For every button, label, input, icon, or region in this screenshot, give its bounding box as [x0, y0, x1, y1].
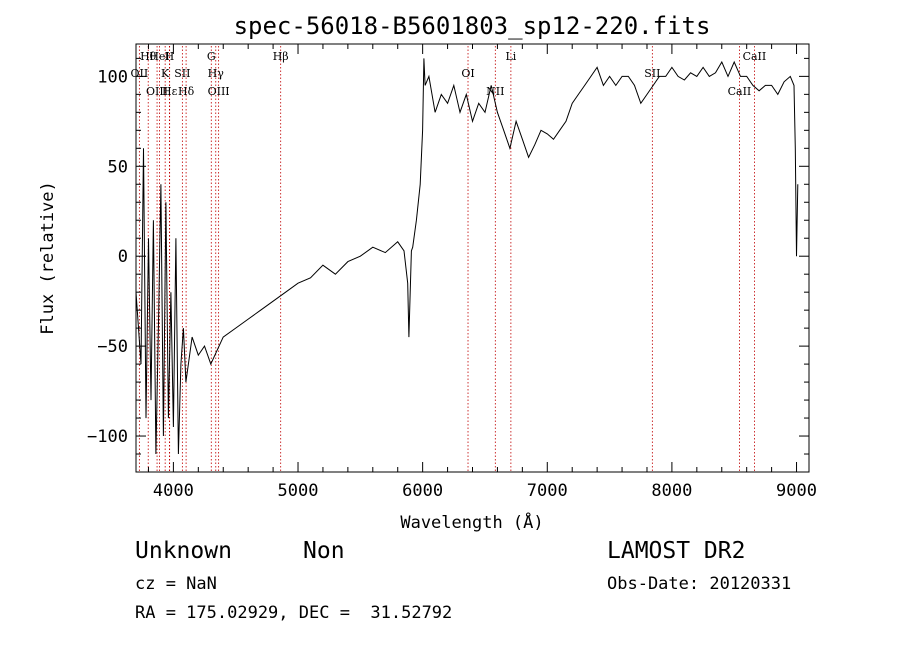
- survey-name: LAMOST DR2: [607, 538, 746, 564]
- spectral-line-label: Hβ: [273, 50, 289, 63]
- x-tick-label: 8000: [651, 481, 692, 501]
- spectral-line-label: CaII: [728, 85, 752, 98]
- x-tick-label: 6000: [402, 481, 443, 501]
- x-tick-label: 7000: [527, 481, 568, 501]
- spectral-line-label: Hε: [162, 85, 178, 98]
- y-tick-label: 0: [118, 247, 128, 267]
- y-tick-label: 50: [108, 157, 128, 177]
- spectral-line-labels: HθOIIOIIIHeIKHεHSIIHδGHγOIIIHβOINIILiSII…: [131, 50, 767, 98]
- spectrum-series-line: [135, 58, 799, 455]
- spectral-line-label: OI: [461, 67, 474, 80]
- spectral-line-label: CaII: [743, 50, 767, 63]
- x-axis-label: Wavelength (Å): [400, 511, 543, 533]
- spectral-line-label: H: [165, 50, 175, 63]
- y-axis-ticks: −100 −50 0 50 100: [87, 57, 809, 455]
- x-tick-label: 9000: [776, 481, 817, 501]
- coordinates: RA = 175.02929, DEC = 31.52792: [135, 603, 453, 623]
- spectral-line-label: Hδ: [178, 85, 195, 98]
- spectral-line-label: HeI: [149, 50, 169, 63]
- redshift-cz: cz = NaN: [135, 574, 217, 594]
- observation-date: Obs-Date: 20120331: [607, 574, 792, 594]
- spectral-line-label: OIII: [208, 85, 230, 98]
- spectral-lines-layer: [138, 46, 755, 472]
- y-tick-label: 100: [97, 67, 128, 87]
- x-axis-ticks: 4000 5000 6000 7000 8000 9000: [147, 44, 817, 501]
- spectral-line-label: OIII: [146, 85, 168, 98]
- y-axis-label: Flux (relative): [38, 181, 58, 335]
- y-tick-label: −100: [87, 427, 128, 447]
- spectral-line-label: G: [207, 50, 216, 63]
- spectral-line-label: Li: [505, 50, 516, 63]
- object-subclass: Non: [303, 538, 345, 564]
- spectral-line-label: K: [161, 67, 170, 80]
- spectral-line-label: Hθ: [140, 50, 157, 63]
- plot-frame: [135, 43, 810, 473]
- x-tick-label: 4000: [153, 481, 194, 501]
- y-tick-label: −50: [97, 337, 128, 357]
- spectral-line-label: SII: [644, 67, 660, 80]
- x-tick-label: 5000: [278, 481, 319, 501]
- spectral-line-label: SII: [174, 67, 190, 80]
- chart-title: spec-56018-B5601803_sp12-220.fits: [234, 12, 711, 40]
- spectral-line-label: OII: [131, 67, 149, 80]
- spectral-line-label: Hγ: [208, 67, 225, 80]
- object-class: Unknown: [135, 538, 232, 564]
